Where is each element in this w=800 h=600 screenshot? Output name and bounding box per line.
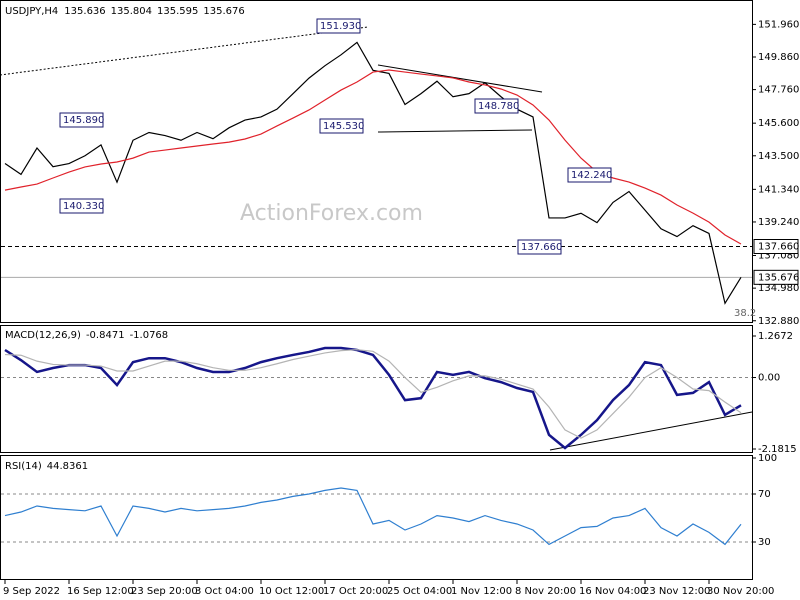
annotation-box	[474, 98, 519, 114]
watermark: ActionForex.com	[240, 201, 423, 226]
y-tick-label: 141.340	[758, 184, 799, 195]
trendline	[0, 26, 369, 76]
level-box	[753, 239, 799, 255]
close: 135.676	[203, 6, 244, 17]
series-line	[4, 349, 742, 439]
annotation: 142.240	[571, 170, 612, 181]
annotation: 137.660	[521, 242, 562, 253]
macd-panel	[0, 325, 753, 453]
x-tick-label: 3 Oct 04:00	[195, 586, 254, 597]
y-tick-label: 132.880	[758, 316, 799, 327]
macd-header: MACD(12,26,9) -0.8471 -1.0768	[5, 330, 168, 341]
y-tick-label: 0.00	[758, 373, 780, 384]
open: 135.636	[64, 6, 105, 17]
annotation-box	[319, 118, 364, 134]
x-tick-label: 23 Nov 12:00	[643, 586, 710, 597]
triangle-lower	[377, 129, 533, 133]
series-line	[4, 487, 742, 546]
annotation: 145.890	[63, 115, 104, 126]
y-tick-label: 137.080	[758, 251, 799, 262]
annotation-box	[316, 18, 361, 34]
y-tick-label: 143.500	[758, 151, 799, 162]
y-tick-label: 134.980	[758, 283, 799, 294]
y-tick-label: 147.760	[758, 85, 799, 96]
rsi-value: 44.8361	[47, 461, 88, 472]
annotation-box	[517, 239, 562, 255]
annotation-box	[567, 167, 612, 183]
x-tick-label: 30 Nov 20:00	[707, 586, 774, 597]
x-tick-label: 8 Nov 20:00	[515, 586, 576, 597]
signal-value: -1.0768	[130, 330, 169, 341]
fib-label: 38.2	[734, 308, 756, 319]
series-line	[4, 41, 742, 305]
series-line	[4, 69, 742, 245]
level-label: 135.676	[758, 272, 799, 283]
y-tick-label: 70	[758, 489, 771, 500]
macd-value: -0.8471	[86, 330, 125, 341]
level-label: 137.660	[758, 242, 799, 253]
rsi-title: RSI(14)	[5, 461, 42, 472]
y-tick-label: 30	[758, 537, 771, 548]
annotation-box	[59, 198, 104, 214]
macd-title: MACD(12,26,9)	[5, 330, 81, 341]
series-line	[4, 346, 742, 450]
x-tick-label: 23 Sep 20:00	[131, 586, 198, 597]
level-box	[753, 269, 799, 285]
annotation-box	[59, 112, 104, 128]
y-tick-label: 145.600	[758, 118, 799, 129]
x-tick-label: 10 Oct 12:00	[259, 586, 324, 597]
triangle-upper	[377, 64, 543, 93]
x-tick-label: 1 Nov 12:00	[451, 586, 512, 597]
y-tick-label: 139.240	[758, 217, 799, 228]
macd-trendline	[549, 411, 753, 451]
y-tick-label: 149.860	[758, 52, 799, 63]
annotation: 145.530	[323, 121, 364, 132]
y-tick-label: 100	[758, 453, 777, 464]
low: 135.595	[157, 6, 198, 17]
annotation: 148.780	[478, 101, 519, 112]
y-tick-label: 1.2672	[758, 331, 793, 342]
rsi-header: RSI(14) 44.8361	[5, 461, 88, 472]
x-tick-label: 25 Oct 04:00	[387, 586, 452, 597]
x-tick-label: 9 Sep 2022	[3, 586, 60, 597]
rsi-panel	[0, 455, 753, 580]
high: 135.804	[111, 6, 152, 17]
price-panel	[0, 0, 753, 323]
annotation: 140.330	[63, 201, 104, 212]
x-tick-label: 17 Oct 20:00	[323, 586, 388, 597]
annotation: 151.930	[320, 21, 361, 32]
symbol: USDJPY,H4	[5, 6, 58, 17]
x-tick-label: 16 Nov 04:00	[579, 586, 646, 597]
y-tick-label: 151.960	[758, 19, 799, 30]
y-tick-label: -2.1815	[758, 444, 797, 455]
x-tick-label: 16 Sep 12:00	[67, 586, 134, 597]
price-header: USDJPY,H4 135.636 135.804 135.595 135.676	[5, 6, 245, 17]
